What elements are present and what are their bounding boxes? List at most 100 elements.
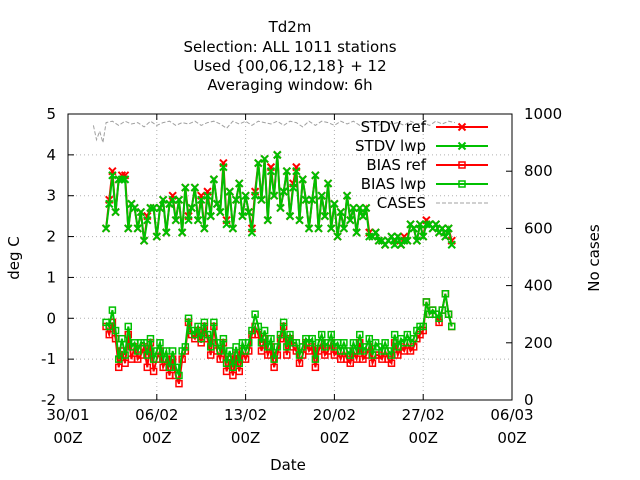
y2-tick-label: 600 <box>524 219 553 237</box>
data-point <box>184 314 193 323</box>
data-point <box>422 220 431 229</box>
legend-entry: BIAS lwp <box>361 175 488 193</box>
data-point <box>317 191 326 200</box>
data-point <box>447 240 456 249</box>
y2-tick-label: 1000 <box>524 105 562 123</box>
data-point <box>438 224 447 233</box>
data-point <box>149 203 158 213</box>
data-point <box>158 195 168 205</box>
data-point <box>314 347 323 355</box>
x-tick-label: 30/01 <box>46 406 89 424</box>
data-point <box>365 232 374 241</box>
data-point <box>118 334 126 343</box>
data-point <box>124 224 133 233</box>
series-cases <box>92 120 456 143</box>
series-line <box>92 120 456 143</box>
data-point <box>349 339 358 347</box>
data-point <box>336 207 345 217</box>
data-point <box>149 367 158 376</box>
x-tick-label: 00Z <box>231 429 260 447</box>
data-point <box>327 330 335 339</box>
data-point <box>254 158 263 168</box>
y2-tick-label: 200 <box>524 334 553 352</box>
data-point <box>346 359 355 367</box>
data-point <box>105 330 113 339</box>
data-point <box>311 363 320 372</box>
data-point <box>196 195 206 205</box>
data-point <box>273 343 282 351</box>
data-point <box>288 183 298 192</box>
axis-ticks: 30/01 00Z 06/02 00Z 13/02 00Z 20/02 00Z 27/02 00Z… <box>41 105 562 447</box>
x-tick-label: 00Z <box>320 429 349 447</box>
title-line-2: Selection: ALL 1011 stations <box>183 38 396 56</box>
data-point <box>266 166 276 176</box>
data-point <box>105 199 114 209</box>
x-tick-label: 00Z <box>142 429 171 447</box>
x-tick-label: 27/02 <box>402 406 445 424</box>
series-line <box>105 293 453 376</box>
data-point <box>327 224 336 233</box>
data-point <box>286 330 294 339</box>
data-point <box>177 228 187 237</box>
data-point <box>187 203 196 213</box>
x-tick-label: 06/02 <box>135 406 178 424</box>
data-point <box>175 371 183 380</box>
data-point <box>200 224 209 233</box>
data-point <box>304 224 314 233</box>
data-point <box>197 339 205 347</box>
data-point <box>139 236 149 245</box>
series-bias-lwp <box>102 290 456 380</box>
y-tick-label: 3 <box>46 187 56 205</box>
data-point <box>181 183 190 192</box>
data-point <box>153 347 161 355</box>
title-line-3: Used {00,06,12,18} + 12 <box>193 57 386 75</box>
data-point <box>206 211 215 221</box>
data-point <box>270 355 278 363</box>
data-point <box>241 191 250 200</box>
y2-tick-label: 400 <box>524 277 553 295</box>
x-tick-label: 00Z <box>409 429 438 447</box>
data-point <box>241 355 250 363</box>
data-point <box>441 290 450 298</box>
data-point <box>216 355 224 363</box>
data-point <box>307 195 317 205</box>
data-point <box>276 330 285 339</box>
data-point <box>124 322 133 331</box>
data-point <box>117 175 127 184</box>
y-tick-label: 1 <box>46 268 56 286</box>
data-point <box>105 322 113 331</box>
data-point <box>295 359 304 367</box>
data-point <box>381 339 389 347</box>
data-point <box>387 359 396 367</box>
y-tick-label: 2 <box>46 228 56 246</box>
data-point <box>219 334 228 343</box>
data-point <box>415 220 425 229</box>
data-point <box>295 216 304 225</box>
data-point <box>257 339 266 347</box>
data-point <box>162 228 171 237</box>
data-point <box>323 179 333 188</box>
data-point <box>222 359 231 367</box>
y2-tick-label: 0 <box>524 391 534 409</box>
data-point <box>285 211 295 221</box>
data-point <box>251 310 259 318</box>
data-point <box>114 175 123 184</box>
data-point <box>365 334 374 343</box>
data-point <box>435 314 443 323</box>
data-point <box>130 203 139 213</box>
data-point <box>419 322 427 331</box>
data-point <box>308 334 316 343</box>
data-point <box>390 240 399 249</box>
legend-marker <box>458 161 466 169</box>
data-point <box>229 363 237 372</box>
data-point <box>387 351 396 359</box>
data-point <box>225 187 234 196</box>
data-point <box>264 351 272 359</box>
data-point <box>403 330 412 339</box>
data-point <box>216 347 224 355</box>
data-point <box>390 330 399 339</box>
data-point <box>361 203 371 213</box>
data-point <box>212 199 222 209</box>
